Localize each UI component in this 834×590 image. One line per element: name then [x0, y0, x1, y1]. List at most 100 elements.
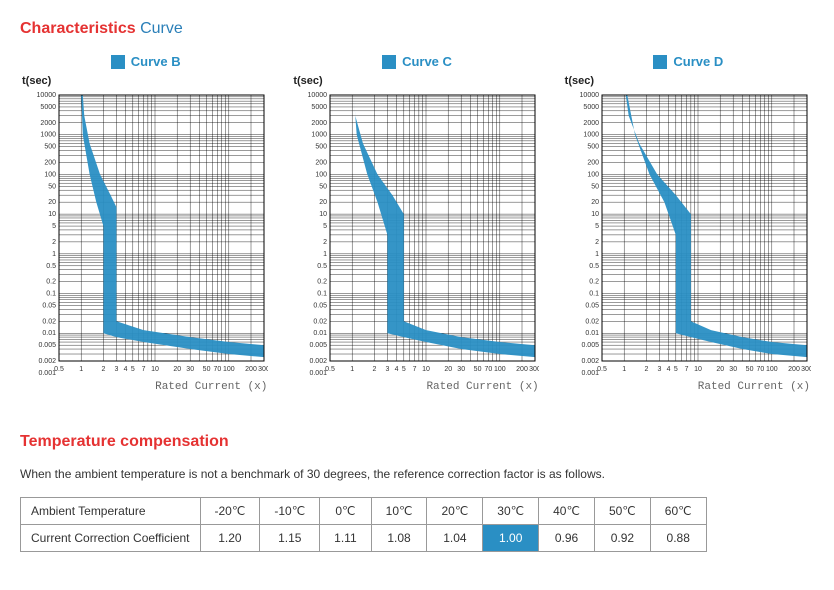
svg-text:20: 20: [445, 366, 453, 373]
svg-text:70: 70: [214, 366, 222, 373]
row-label: Current Correction Coefficient: [21, 525, 201, 552]
svg-text:1: 1: [595, 251, 599, 258]
svg-text:2: 2: [644, 366, 648, 373]
coeff-cell: 0.92: [594, 525, 650, 552]
svg-text:0.005: 0.005: [310, 342, 328, 349]
chart-column: Curve Dt(sec)100005000200010005002001005…: [563, 54, 814, 393]
svg-text:20: 20: [173, 366, 181, 373]
coeff-cell: 1.08: [371, 525, 427, 552]
coeff-cell: 1.15: [260, 525, 320, 552]
svg-text:10: 10: [423, 366, 431, 373]
svg-text:2: 2: [102, 366, 106, 373]
svg-text:50: 50: [320, 183, 328, 190]
svg-text:0.05: 0.05: [585, 302, 599, 309]
temp-cell: 10℃: [371, 498, 427, 525]
svg-text:0.005: 0.005: [39, 342, 57, 349]
svg-text:3: 3: [386, 366, 390, 373]
svg-text:10: 10: [591, 211, 599, 218]
svg-text:300: 300: [801, 366, 811, 373]
svg-text:4: 4: [666, 366, 670, 373]
svg-text:0.2: 0.2: [589, 279, 599, 286]
temp-cell: 0℃: [320, 498, 371, 525]
chart-column: Curve Ct(sec)100005000200010005002001005…: [291, 54, 542, 393]
svg-text:200: 200: [517, 366, 529, 373]
svg-text:0.5: 0.5: [54, 366, 64, 373]
x-axis-label: Rated Current (x): [155, 381, 267, 393]
svg-text:2: 2: [324, 239, 328, 246]
chart-column: Curve Bt(sec)100005000200010005002001005…: [20, 54, 271, 393]
chart-legend: Curve C: [382, 54, 452, 69]
svg-text:0.01: 0.01: [314, 330, 328, 337]
svg-text:100: 100: [316, 171, 328, 178]
svg-text:20: 20: [716, 366, 724, 373]
svg-text:30: 30: [186, 366, 194, 373]
svg-text:10: 10: [48, 211, 56, 218]
svg-text:0.2: 0.2: [46, 279, 56, 286]
svg-text:1: 1: [622, 366, 626, 373]
svg-text:0.002: 0.002: [310, 358, 328, 365]
svg-text:0.2: 0.2: [318, 279, 328, 286]
svg-text:10000: 10000: [308, 92, 328, 99]
title-text-blue: Curve: [136, 20, 183, 37]
svg-text:30: 30: [729, 366, 737, 373]
svg-text:1: 1: [324, 251, 328, 258]
x-axis-label: Rated Current (x): [698, 381, 810, 393]
chart-svg: 100005000200010005002001005020105210.50.…: [566, 89, 811, 379]
temp-cell: -20℃: [200, 498, 260, 525]
svg-text:200: 200: [587, 159, 599, 166]
svg-text:20: 20: [320, 199, 328, 206]
svg-text:50: 50: [48, 183, 56, 190]
svg-text:7: 7: [413, 366, 417, 373]
svg-text:5: 5: [52, 223, 56, 230]
svg-text:10: 10: [320, 211, 328, 218]
svg-text:0.02: 0.02: [43, 318, 57, 325]
svg-text:2: 2: [373, 366, 377, 373]
svg-text:5000: 5000: [312, 104, 328, 111]
x-axis-label: Rated Current (x): [426, 381, 538, 393]
temp-cell: 50℃: [594, 498, 650, 525]
charts-row: Curve B t(sec) 10000 5000 2000 1000 500 200 100 5…: [20, 54, 814, 393]
temp-cell: 60℃: [650, 498, 706, 525]
svg-text:200: 200: [788, 366, 800, 373]
svg-text:50: 50: [591, 183, 599, 190]
svg-text:0.01: 0.01: [585, 330, 599, 337]
svg-text:10000: 10000: [37, 92, 57, 99]
svg-text:0.5: 0.5: [46, 263, 56, 270]
coeff-cell: 1.11: [320, 525, 371, 552]
temperature-title: Temperature compensation: [20, 433, 814, 451]
svg-text:500: 500: [316, 144, 328, 151]
svg-text:5: 5: [131, 366, 135, 373]
svg-text:5: 5: [324, 223, 328, 230]
svg-text:50: 50: [474, 366, 482, 373]
temperature-description: When the ambient temperature is not a be…: [20, 467, 814, 481]
svg-text:500: 500: [587, 144, 599, 151]
svg-text:0.1: 0.1: [318, 291, 328, 298]
coeff-cell: 1.00: [483, 525, 539, 552]
svg-text:50: 50: [745, 366, 753, 373]
svg-text:20: 20: [48, 199, 56, 206]
chart-svg: 100005000200010005002001005020105210.50.…: [23, 89, 268, 379]
svg-text:100: 100: [587, 171, 599, 178]
svg-text:200: 200: [245, 366, 257, 373]
svg-text:0.005: 0.005: [581, 342, 599, 349]
svg-text:0.02: 0.02: [314, 318, 328, 325]
svg-text:1000: 1000: [583, 132, 599, 139]
temp-cell: 40℃: [539, 498, 595, 525]
svg-text:100: 100: [44, 171, 56, 178]
svg-text:5: 5: [595, 223, 599, 230]
svg-text:0.5: 0.5: [589, 263, 599, 270]
characteristics-title: Characteristics Curve: [20, 20, 814, 38]
y-axis-label: t(sec): [22, 75, 51, 87]
svg-text:500: 500: [44, 144, 56, 151]
svg-text:200: 200: [44, 159, 56, 166]
svg-text:0.02: 0.02: [585, 318, 599, 325]
legend-label: Curve C: [402, 54, 452, 69]
svg-text:2000: 2000: [312, 120, 328, 127]
svg-text:1: 1: [79, 366, 83, 373]
svg-text:3: 3: [115, 366, 119, 373]
temp-cell: 20℃: [427, 498, 483, 525]
svg-text:70: 70: [756, 366, 764, 373]
svg-text:0.5: 0.5: [597, 366, 607, 373]
svg-text:5: 5: [402, 366, 406, 373]
chart-legend: Curve B: [111, 54, 181, 69]
